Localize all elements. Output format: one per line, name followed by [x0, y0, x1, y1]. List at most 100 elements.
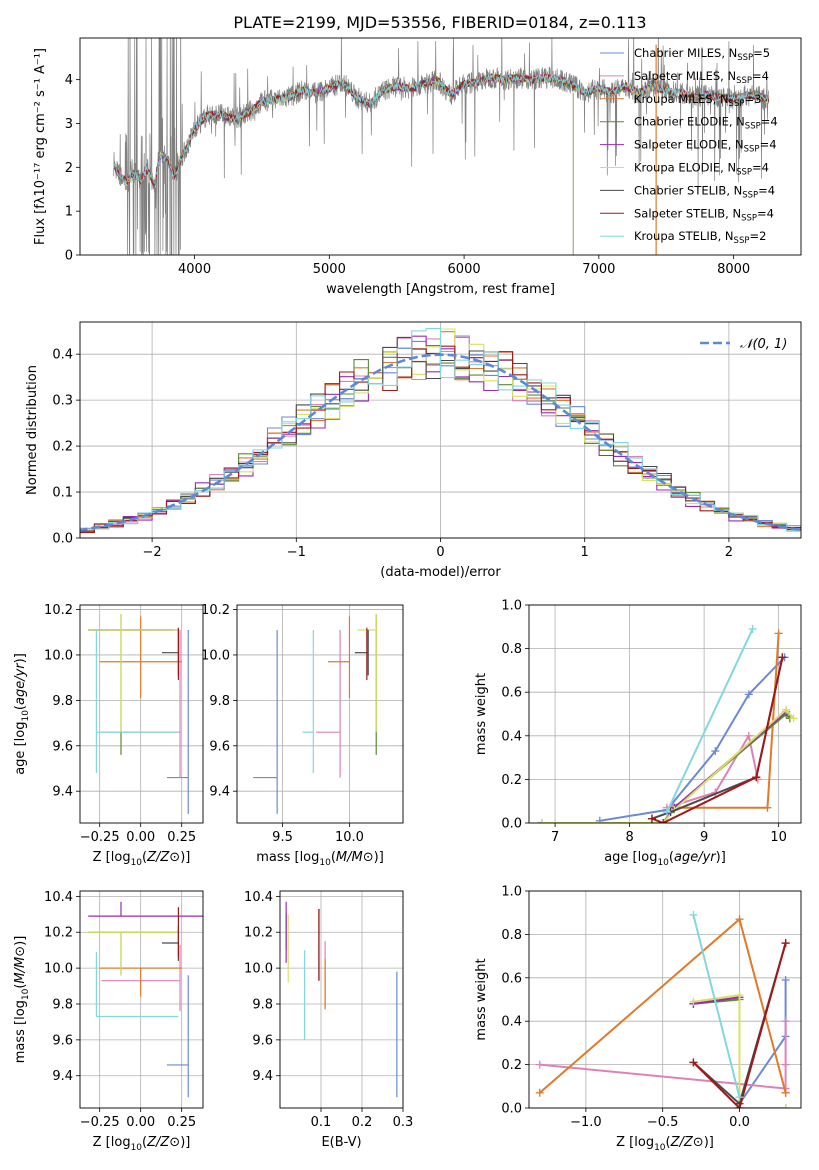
legend-text: Kroupa ELODIE, N	[634, 161, 736, 175]
observed-spectrum-line	[113, 38, 769, 255]
label-italic: M/M⊙	[13, 946, 28, 984]
x-tick-label: 0.3	[393, 1115, 414, 1130]
errorbar-chabrier-stelib	[162, 629, 179, 676]
axes-mass-vs-Z: −0.25 0.00 0.25 9.4 9.6 9.8 10.0 10.2 10.4 Z [log…	[13, 890, 204, 1153]
x-tick-label: 5000	[313, 262, 346, 277]
x-tick-label: 0.2	[352, 1115, 373, 1130]
errorbar-kroupa-stelib	[95, 951, 179, 1018]
y-tick-label: 10.4	[44, 890, 73, 905]
y-tick-label: 9.6	[52, 1033, 73, 1048]
y-tick-label: 0.0	[52, 532, 73, 547]
series-salpeter-elodie	[537, 707, 791, 823]
legend-subscript: SSP	[729, 99, 745, 109]
x-tick-label: −0.25	[80, 1115, 120, 1130]
errorbar-chabrier-miles	[166, 629, 189, 814]
series-line	[665, 628, 754, 813]
legend-label-salpeter-elodie: Salpeter ELODIE, NSSP=4	[634, 138, 777, 155]
x-tick-label: 7	[551, 830, 559, 845]
x-tick-label: 6000	[448, 262, 481, 277]
legend-label-kroupa-stelib: Kroupa STELIB, NSSP=2	[634, 229, 766, 246]
model-line-kroupa-stelib	[113, 72, 769, 186]
x-tick-label: 9	[700, 830, 708, 845]
errorbar-kroupa-elodie	[88, 614, 179, 733]
errorbar-chabrier-stelib	[162, 925, 179, 961]
legend-subscript: SSP	[744, 145, 760, 155]
legend-text: Chabrier MILES, N	[634, 46, 737, 60]
label-italic: Z/Z⊙	[670, 1135, 704, 1150]
x-tick-label: 8	[625, 830, 633, 845]
x-tick-label: 0.0	[729, 1115, 750, 1130]
series-kroupa-elodie	[689, 991, 790, 1108]
label-text: )]	[374, 850, 384, 865]
legend-label-kroupa-miles: Kroupa MILES, NSSP=3	[634, 92, 761, 109]
legend-subscript: SSP	[745, 122, 761, 132]
errorbar-chabrier-elodie	[88, 931, 179, 976]
x-tick-label: −1	[287, 545, 306, 560]
y-tick-label: 2	[65, 161, 73, 176]
errorbar-kroupa-stelib	[302, 629, 314, 774]
errorbar-kroupa-miles	[99, 967, 182, 997]
legend-text: Chabrier STELIB, N	[634, 183, 742, 197]
x-axis-label: age [log10(age/yr)]	[604, 850, 726, 868]
y-tick-label: 0.0	[501, 1102, 522, 1117]
y-tick-label: 0.4	[52, 348, 73, 363]
legend-label-chabrier-miles: Chabrier MILES, NSSP=5	[634, 46, 770, 63]
series-salpeter-elodie	[689, 993, 744, 1108]
axes-frame	[236, 604, 404, 824]
label-text: (	[142, 1135, 147, 1150]
y-tick-label: 1.0	[501, 599, 522, 614]
label-text: )]	[180, 850, 190, 865]
label-text: (	[13, 984, 28, 989]
y-tick-label: 0.6	[501, 971, 522, 986]
y-tick-label: 10.0	[201, 648, 230, 663]
y-tick-label: 10.2	[244, 926, 273, 941]
axes-weight-vs-Z: −1.0 −0.5 0.0 0.0 0.2 0.4 0.6 0.8 1.0 Z [log10(Z/…	[474, 885, 802, 1153]
label-text: )]	[716, 850, 726, 865]
label-text: mass [log	[256, 850, 319, 865]
legend-value: =5	[753, 46, 770, 60]
y-axis-label: Normed distribution	[25, 365, 40, 495]
x-tick-label: 7000	[582, 262, 615, 277]
y-axis-label: mass weight	[474, 673, 489, 755]
axes-frame	[79, 890, 204, 1109]
y-tick-label: 0.2	[52, 440, 73, 455]
plot-area-age-vs-mass	[253, 614, 377, 814]
x-axis-label: wavelength [Angstrom, rest frame]	[326, 282, 555, 297]
y-tick-label: 9.8	[52, 694, 73, 709]
errorbar-salpeter-miles	[315, 629, 341, 778]
y-tick-label: 3	[65, 117, 73, 132]
x-tick-label: 0	[436, 545, 444, 560]
legend-subscript: SSP	[741, 213, 757, 223]
label-subscript: 10	[319, 858, 331, 868]
y-tick-label: 10.0	[44, 648, 73, 663]
legend-value: =3	[744, 92, 761, 106]
axes-mass-vs-EBV: 0.1 0.2 0.3 9.4 9.6 9.8 10.0 10.2 10.4 E(B-V)	[244, 890, 413, 1150]
label-subscript: 10	[654, 1143, 666, 1153]
label-text: Z [log	[93, 1135, 131, 1150]
y-tick-label: 1	[65, 205, 73, 220]
plot-area-spectrum	[113, 38, 770, 255]
legend-label-chabrier-stelib: Chabrier STELIB, NSSP=4	[634, 183, 775, 200]
legend-value: =4	[757, 206, 774, 220]
axes-frame	[79, 604, 204, 824]
y-tick-label: 0.6	[501, 686, 522, 701]
x-axis-label: E(B-V)	[321, 1135, 361, 1150]
y-axis-label: mass [log10(M/M⊙)]	[13, 936, 31, 1064]
series-kroupa-stelib	[689, 910, 744, 1102]
plot-area-age-vs-Z	[88, 614, 189, 814]
y-tick-label: 0.4	[501, 1015, 522, 1030]
plot-area-weight-vs-age	[537, 624, 798, 823]
plot-area-residual-hist	[80, 327, 801, 534]
figure-title: PLATE=2199, MJD=53556, FIBERID=0184, z=0…	[233, 13, 646, 32]
y-tick-label: 9.6	[252, 1033, 273, 1048]
y-tick-label: 9.4	[52, 1069, 73, 1084]
x-axis-label: mass [log10(M/M⊙)]	[256, 850, 384, 868]
errorbar-kroupa-miles	[328, 616, 351, 699]
y-tick-label: 9.8	[209, 694, 230, 709]
axes-residual-hist: −2 −1 0 1 2 0.0 0.1 0.2 0.3 0.4 (data-model)/error…	[25, 321, 802, 580]
y-tick-label: 0.3	[52, 394, 73, 409]
series-kroupa-stelib	[662, 624, 757, 817]
